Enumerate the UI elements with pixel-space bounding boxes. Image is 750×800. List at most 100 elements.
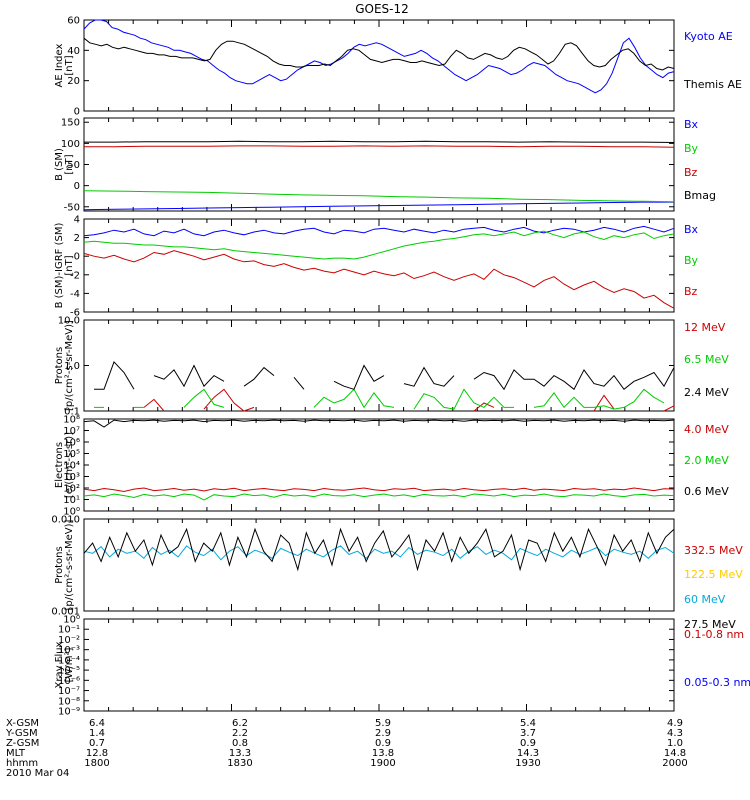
- series-line-bz: [84, 145, 675, 148]
- footer-value: 1830: [227, 758, 252, 769]
- panel-frame: [83, 319, 675, 412]
- y-tick-label: 0: [74, 252, 80, 263]
- footer-row-label: Y-GSM: [5, 728, 38, 739]
- legend-entry: By: [684, 142, 699, 155]
- y-axis-label: [nT]: [64, 55, 75, 75]
- legend-entry: 6.5 MeV: [684, 353, 729, 366]
- series-line-12-mev: [143, 388, 675, 412]
- legend-entry: Bx: [684, 118, 699, 131]
- legend-entry: Themis AE: [683, 78, 742, 91]
- legend-entry: Bz: [684, 166, 698, 179]
- footer-value: 4.3: [667, 728, 683, 739]
- y-axis-label: [nT]: [64, 255, 75, 275]
- footer-value: 1900: [370, 758, 395, 769]
- legend-entry: 60 MeV: [684, 593, 726, 606]
- y-tick-label: 10⁷: [63, 426, 80, 437]
- y-tick-label: 10⁻¹: [58, 625, 80, 636]
- y-tick-label: 10⁻⁴: [58, 655, 80, 666]
- footer-value: 1800: [84, 758, 109, 769]
- legend-entry: 27.5 MeV: [684, 618, 736, 631]
- y-axis-label: [p/(cm²-s-sr-MeV)]: [64, 320, 75, 411]
- series-line-bx: [83, 201, 674, 211]
- y-tick-label: 10⁻³: [58, 645, 80, 656]
- footer-value: 0.8: [232, 738, 248, 749]
- series-line-2-4-mev: [94, 360, 675, 391]
- y-tick-label: 10⁸: [63, 415, 80, 426]
- legend-entry: 0.05-0.3 nm: [684, 676, 750, 689]
- footer-value: 13.3: [229, 748, 251, 759]
- y-tick-label: 10²: [63, 484, 80, 495]
- panel-bfield: -50 0 50 100 150 B (SM) [nT] Bx By Bz Bmag: [54, 117, 716, 213]
- legend-entry: 2.4 MeV: [684, 386, 729, 399]
- footer-value: 5.9: [375, 718, 391, 729]
- footer-value: 1.0: [667, 738, 683, 749]
- footer-value: 2.9: [375, 728, 391, 739]
- footer-value: 5.4: [520, 718, 536, 729]
- legend-entry: 4.0 MeV: [684, 423, 729, 436]
- panel-bdiff: -6 -4 -2 0 2 4 B (SM)-IGRF (SM) [nT] Bx By Bz: [54, 215, 699, 319]
- y-tick-label: 4: [74, 215, 80, 226]
- y-axis-label: B (SM): [54, 148, 65, 181]
- footer-value: 14.3: [517, 748, 539, 759]
- y-tick-label: 10.0: [58, 316, 80, 327]
- y-tick-label: 10⁻²: [58, 635, 80, 646]
- y-tick-label: 10⁴: [63, 461, 80, 472]
- y-axis-label: [W/m²]: [64, 647, 75, 682]
- series-line-kyoto-ae: [83, 19, 675, 94]
- y-tick-label: 20: [67, 76, 80, 87]
- legend-entry: 0.1-0.8 nm: [684, 628, 744, 641]
- figure-title: GOES-12: [355, 2, 409, 16]
- y-tick-label: 60: [67, 16, 80, 27]
- footer-value: 14.8: [664, 748, 686, 759]
- panel-frame: [83, 418, 675, 512]
- y-tick-label: 50: [67, 160, 80, 171]
- series-line-by: [83, 230, 675, 260]
- series-line-27-5-mev: [83, 527, 675, 572]
- footer-value: 0.9: [520, 738, 536, 749]
- footer-value: 2.2: [232, 728, 248, 739]
- series-line-60-mev: [83, 545, 675, 561]
- y-tick-label: 10⁵: [63, 449, 80, 460]
- y-tick-label: 0.1: [64, 407, 80, 418]
- footer-value: 3.7: [520, 728, 536, 739]
- y-tick-label: 40: [67, 46, 80, 57]
- legend-entry: 332.5 MeV: [684, 544, 743, 557]
- footer-row-label: MLT: [6, 748, 26, 759]
- legend-entry: 12 MeV: [684, 321, 726, 334]
- panel-frame: [83, 518, 675, 612]
- series-line-2-0-mev: [83, 493, 675, 501]
- panel-frame: [83, 618, 675, 712]
- series-line-bx: [83, 225, 675, 237]
- y-tick-label: 10¹: [63, 495, 80, 506]
- footer-row-label: Z-GSM: [6, 738, 39, 749]
- legend-entry: By: [684, 254, 699, 267]
- panel-protons_high: 0.001 0.010 Protons [p/(cm²-s-sr-MeV)] 332.5…: [51, 515, 743, 632]
- y-axis-label: [p/(cm²-s-sr-MeV)]: [64, 519, 75, 610]
- series-line-themis-ae: [83, 37, 675, 71]
- y-tick-label: 0.010: [51, 515, 80, 526]
- panel-protons_low: 0.1 1.0 10.0 Protons [p/(cm²-s-sr-MeV)] 12 Me…: [54, 316, 729, 418]
- footer-value: 1930: [515, 758, 540, 769]
- panel-frame: [83, 19, 675, 112]
- panel-frame: [83, 117, 675, 212]
- y-axis-label: Protons: [54, 347, 65, 384]
- y-axis-label: Protons: [54, 546, 65, 583]
- y-tick-label: 100: [61, 139, 80, 150]
- series-line-4-0-mev: [83, 487, 675, 493]
- legend-entry: 122.5 MeV: [684, 568, 743, 581]
- y-axis-label: Xray Flux: [54, 641, 65, 688]
- y-tick-label: 0: [74, 107, 80, 118]
- y-tick-label: 10⁶: [63, 438, 80, 449]
- panel-ae: 0 20 40 60 AE Index [nT] Kyoto AE Themis AE: [54, 16, 742, 118]
- y-tick-label: 0.001: [51, 607, 80, 618]
- y-tick-label: 10⁻⁶: [58, 676, 80, 687]
- footer-value: 4.9: [667, 718, 683, 729]
- legend-entry: 2.0 MeV: [684, 454, 729, 467]
- y-tick-label: 10⁻⁵: [58, 666, 80, 677]
- footer-value: 6.4: [89, 718, 105, 729]
- legend-entry: Bx: [684, 223, 699, 236]
